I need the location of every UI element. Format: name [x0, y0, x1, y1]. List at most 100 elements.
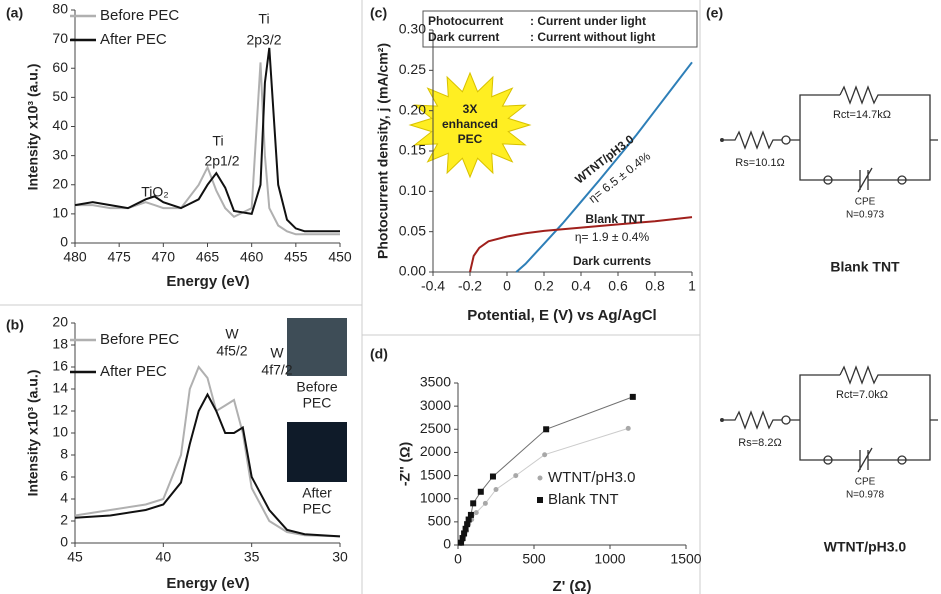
y-tick-label: 0.00 [399, 263, 426, 279]
y-tick-label: 14 [52, 380, 68, 396]
annotation: Photocurrent [428, 14, 503, 28]
annotation: Dark current [428, 30, 499, 44]
y-tick-label: 2500 [420, 420, 451, 436]
annotation: TiO₂ [141, 184, 168, 200]
x-tick-label: 1000 [594, 551, 625, 567]
y-tick-label: 0.20 [399, 101, 426, 117]
x-tick-label: 1500 [670, 551, 701, 567]
y-tick-label: 6 [60, 468, 68, 484]
node [823, 455, 833, 465]
y-tick-label: 8 [60, 446, 68, 462]
point [513, 473, 519, 479]
annotation: PEC [303, 395, 332, 411]
panel-label: (c) [370, 5, 387, 21]
annotation: η= 1.9 ± 0.4% [575, 230, 650, 244]
x-tick-label: 0.4 [571, 278, 591, 294]
x-tick-label: 0 [454, 551, 462, 567]
annotation: 4f7/2 [261, 362, 292, 378]
annotation: PEC [303, 501, 332, 517]
x-tick-label: -0.2 [458, 278, 482, 294]
point [489, 473, 496, 480]
x-tick-label: 35 [244, 549, 260, 565]
annotation: Before [296, 379, 337, 395]
node [897, 175, 907, 185]
series-line [74, 392, 341, 538]
resistor [724, 410, 782, 430]
x-tick-label: 500 [522, 551, 546, 567]
y-tick-label: 0.10 [399, 182, 426, 198]
rs-label: Rs=8.2Ω [738, 437, 781, 449]
rs-label: Rs=10.1Ω [735, 157, 785, 169]
y-axis-label: Intensity x10³ (a.u.) [25, 64, 41, 191]
annotation: Ti [258, 11, 269, 27]
annotation: PEC [458, 132, 483, 146]
panel-label: (a) [6, 5, 23, 21]
y-axis-label: -Z'' (Ω) [397, 442, 413, 486]
y-tick-label: 12 [52, 402, 68, 418]
x-tick-label: 0.8 [645, 278, 665, 294]
x-tick-label: 450 [328, 249, 352, 265]
series-label: Blank TNT [585, 212, 645, 226]
x-tick-label: 475 [107, 249, 131, 265]
wire [790, 374, 938, 461]
annotation: : Current without light [530, 30, 655, 44]
y-tick-label: 0.30 [399, 21, 426, 37]
y-tick-label: 10 [52, 424, 68, 440]
x-tick-label: 40 [156, 549, 172, 565]
y-tick-label: 18 [52, 336, 68, 352]
x-tick-label: 460 [240, 249, 264, 265]
y-axis-label: Intensity x10³ (a.u.) [25, 370, 41, 497]
terminal [720, 138, 724, 142]
legend-label: After PEC [100, 31, 167, 48]
legend-box [422, 10, 698, 48]
legend-swatch [537, 497, 543, 503]
x-tick-label: 465 [196, 249, 220, 265]
circuit: Rs=10.1Ω Rct=14.7kΩ CPE N=0.973 Blank TNT [720, 85, 938, 275]
x-tick-label: 1 [688, 278, 696, 294]
legend-swatch [537, 475, 543, 481]
point [470, 500, 477, 507]
x-tick-label: 455 [284, 249, 308, 265]
panel-label: (e) [706, 5, 723, 21]
x-tick-label: 0 [503, 278, 511, 294]
panel-label: (b) [6, 317, 24, 333]
annotation: 2p1/2 [204, 153, 239, 169]
y-tick-label: 20 [52, 314, 68, 330]
x-tick-label: 30 [332, 549, 348, 565]
node [897, 455, 907, 465]
wire [790, 94, 938, 181]
x-axis-label: Energy (eV) [166, 273, 249, 290]
series-line [75, 62, 340, 236]
y-tick-label: 40 [52, 117, 68, 133]
x-tick-label: 0.2 [534, 278, 554, 294]
x-tick-label: 45 [67, 549, 83, 565]
annotation: Ti [212, 133, 223, 149]
point [461, 530, 468, 537]
terminal [720, 418, 724, 422]
rct-label: Rct=7.0kΩ [836, 389, 888, 401]
point [462, 525, 469, 532]
annotation: 4f5/2 [216, 343, 247, 359]
series-line [469, 216, 693, 273]
y-tick-label: 50 [52, 88, 68, 104]
y-axis-label: Photocurrent density, j (mA/cm²) [375, 43, 391, 259]
y-tick-label: 500 [428, 513, 452, 529]
annotation: 2p3/2 [246, 32, 281, 48]
point [473, 510, 479, 516]
x-axis-label: Z' (Ω) [553, 578, 592, 594]
legend-label: After PEC [100, 363, 167, 380]
x-tick-label: -0.4 [421, 278, 445, 294]
point [629, 393, 636, 400]
legend-label: Before PEC [100, 7, 179, 24]
point [625, 425, 631, 431]
panel-label: (d) [370, 346, 388, 362]
y-tick-label: 1000 [420, 489, 451, 505]
annotation: W [270, 345, 284, 361]
point [464, 521, 471, 528]
point [477, 488, 484, 495]
y-tick-label: 0 [60, 234, 68, 250]
point [493, 486, 499, 492]
y-tick-label: 30 [52, 146, 68, 162]
cpe-label: CPE [855, 477, 876, 488]
